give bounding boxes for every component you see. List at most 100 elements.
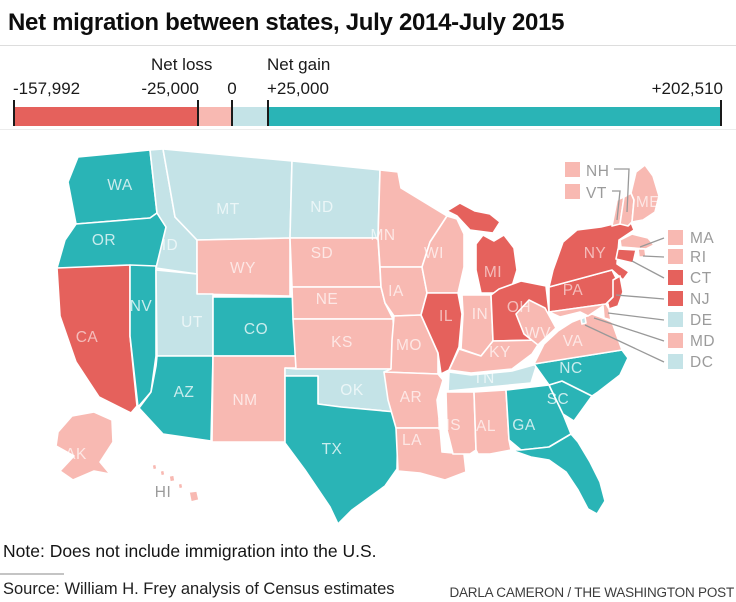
callout-label-vt: VT xyxy=(586,185,607,202)
callout-label-md: MD xyxy=(690,333,715,350)
state-ne xyxy=(291,286,394,320)
state-label-fl: FL xyxy=(547,475,566,492)
state-ky xyxy=(448,339,542,374)
callout-lines xyxy=(584,168,665,363)
callout-label-ri: RI xyxy=(690,249,707,266)
callout-line-nj xyxy=(615,294,665,300)
legend-zero: 0 xyxy=(227,79,237,98)
legend-gain-threshold: +25,000 xyxy=(267,79,329,98)
state-md xyxy=(548,303,612,321)
callout-label-nh: NH xyxy=(586,163,609,180)
state-nj xyxy=(605,275,624,310)
state-label-wv: WV xyxy=(525,325,551,342)
legend-tick-loss xyxy=(197,100,199,126)
state-wv xyxy=(515,299,557,346)
legend-net-gain-label: Net gain xyxy=(267,55,331,74)
state-label-nm: NM xyxy=(232,392,257,409)
state-label-la: LA xyxy=(402,432,422,449)
callout-line-de xyxy=(607,312,665,321)
swatch-dc xyxy=(668,354,683,369)
callout-label-ct: CT xyxy=(690,270,712,287)
state-mi xyxy=(446,202,518,294)
swatch-ri xyxy=(668,249,683,264)
state-label-ut: UT xyxy=(181,314,203,331)
state-label-ok: OK xyxy=(340,382,364,399)
swatch-ma xyxy=(668,230,683,245)
swatch-nj xyxy=(668,291,683,306)
state-label-ks: KS xyxy=(331,334,353,351)
state-ri xyxy=(637,248,647,258)
state-label-tx: TX xyxy=(322,441,343,458)
state-label-mi: MI xyxy=(484,264,502,281)
legend-segment-strong-loss xyxy=(14,107,198,126)
state-labels-layer: WA OR CA NV ID MT WY UT CO AZ NM ND SD NE KS OK TX MN IA MO… xyxy=(65,177,659,492)
legend-segment-gain xyxy=(232,107,268,126)
state-label-pa: PA xyxy=(563,282,584,299)
legend-max-value: +202,510 xyxy=(651,79,723,98)
callout-line-nh xyxy=(614,168,630,213)
state-label-ia: IA xyxy=(388,283,404,300)
callout-line-ri xyxy=(642,255,665,258)
state-label-wa: WA xyxy=(107,177,133,194)
state-label-ca: CA xyxy=(76,329,99,346)
callout-label-nj: NJ xyxy=(690,291,710,308)
state-label-va: VA xyxy=(563,333,584,350)
legend-tick-min xyxy=(13,100,15,126)
callout-labels: NH VT MA RI CT NJ DE MD DC HI xyxy=(155,163,715,501)
legend-loss-threshold: -25,000 xyxy=(141,79,199,98)
state-label-sc: SC xyxy=(547,391,570,408)
state-dc xyxy=(580,316,587,325)
legend-segment-strong-gain xyxy=(268,107,722,126)
title-divider xyxy=(0,45,736,46)
callout-line-md xyxy=(593,317,665,342)
legend-tick-max xyxy=(720,100,722,126)
state-ar xyxy=(383,371,444,429)
state-label-wi: WI xyxy=(424,245,444,262)
legend-color-bar xyxy=(0,107,736,126)
note-text: Note: Does not include immigration into … xyxy=(3,541,377,561)
state-label-id: ID xyxy=(162,237,179,254)
source-text: Source: William H. Frey analysis of Cens… xyxy=(3,580,395,598)
swatch-vt xyxy=(565,184,580,199)
state-ct xyxy=(615,248,637,264)
state-label-tn: TN xyxy=(473,370,495,387)
state-label-ak: AK xyxy=(65,446,87,463)
state-label-al: AL xyxy=(476,418,496,435)
state-label-mo: MO xyxy=(396,337,422,354)
state-label-ga: GA xyxy=(512,417,536,434)
state-label-sd: SD xyxy=(311,245,334,262)
swatch-nh xyxy=(565,162,580,177)
legend-net-loss-label: Net loss xyxy=(151,55,213,74)
state-label-nc: NC xyxy=(559,360,582,377)
swatch-ct xyxy=(668,270,683,285)
callout-swatches xyxy=(565,162,683,369)
state-tx xyxy=(284,375,399,525)
state-ak xyxy=(55,411,114,481)
state-label-in: IN xyxy=(472,306,489,323)
state-label-ne: NE xyxy=(316,291,339,308)
callout-label-dc: DC xyxy=(690,354,713,371)
legend-segment-loss xyxy=(198,107,232,126)
credit-text: DARLA CAMERON / THE WASHINGTON POST xyxy=(449,585,734,600)
state-label-ar: AR xyxy=(400,389,423,406)
callout-line-vt xyxy=(612,190,621,221)
legend-tick-zero xyxy=(231,100,233,126)
footer-divider xyxy=(0,573,64,575)
state-hi xyxy=(151,463,200,503)
state-label-nd: ND xyxy=(310,199,333,216)
state-sd xyxy=(289,237,382,288)
swatch-de xyxy=(668,312,683,327)
callout-label-ma: MA xyxy=(690,230,714,247)
state-nd xyxy=(289,160,381,239)
state-label-ky: KY xyxy=(489,344,511,361)
state-ny xyxy=(548,219,635,288)
state-nc xyxy=(533,349,629,397)
state-me xyxy=(630,164,660,223)
state-label-hi: HI xyxy=(155,484,172,501)
state-label-co: CO xyxy=(244,321,268,338)
state-label-ms: MS xyxy=(437,417,461,434)
callout-label-de: DE xyxy=(690,312,713,329)
state-label-il: IL xyxy=(439,308,453,325)
state-label-or: OR xyxy=(92,232,116,249)
